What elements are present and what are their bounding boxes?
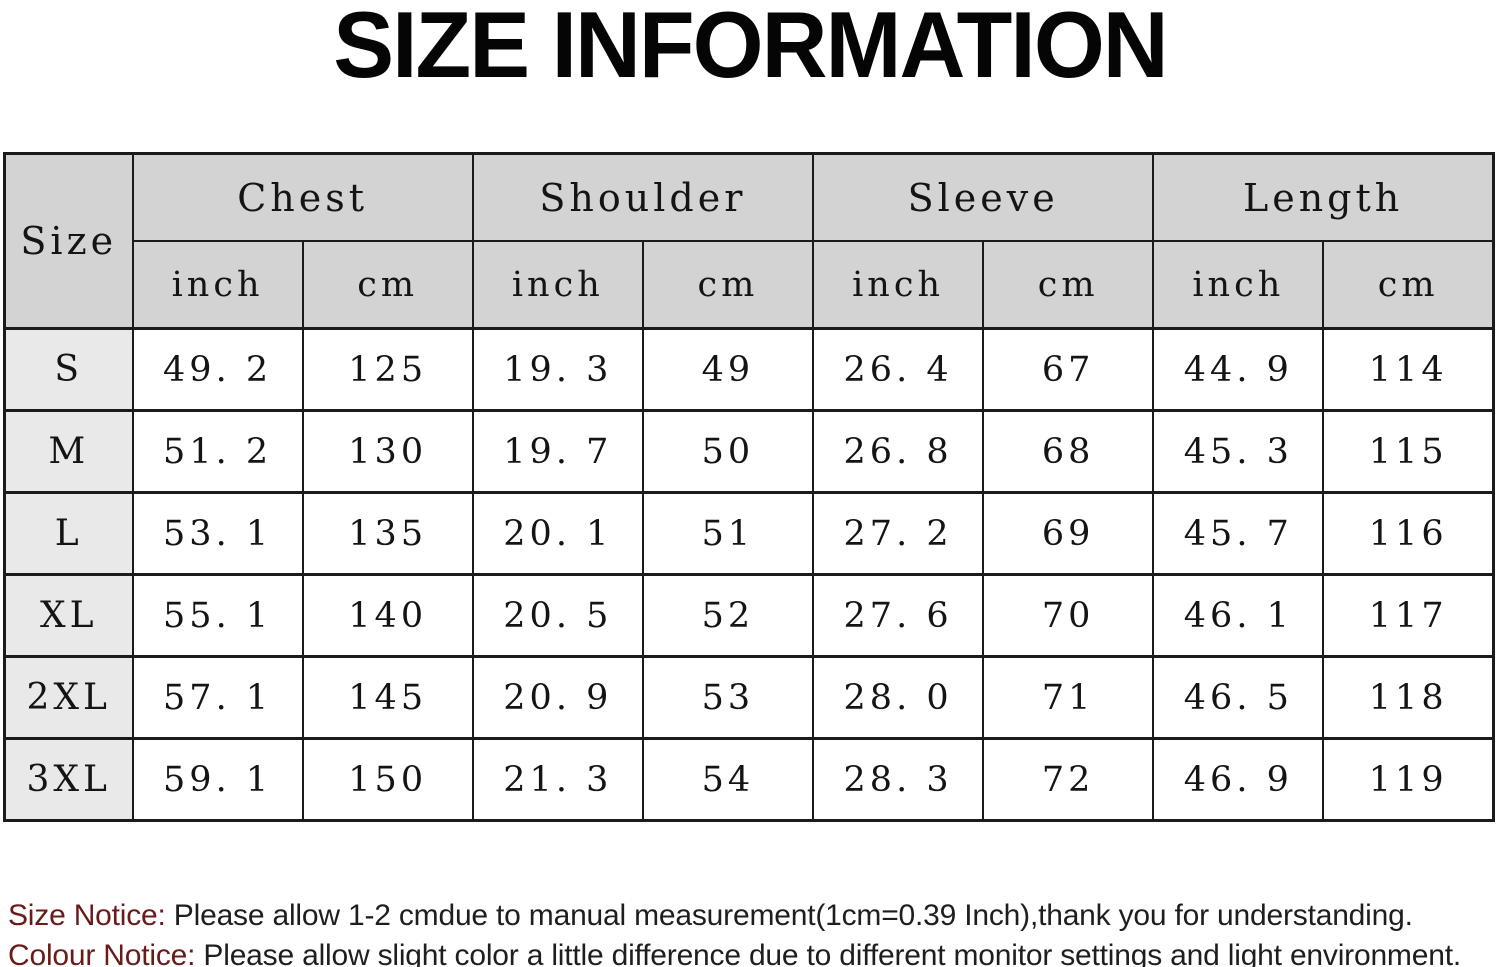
value-cell: 57. 1: [131, 655, 304, 740]
value-cell: 55. 1: [131, 573, 304, 658]
value-cell: 53: [641, 655, 815, 740]
unit-header-sleeve-cm: cm: [982, 240, 1155, 330]
size-cell: S: [3, 327, 134, 412]
notice-line-size: Size Notice: Please allow 1-2 cmdue to m…: [8, 896, 1500, 936]
unit-header-shoulder-inch: inch: [471, 240, 644, 330]
value-cell: 54: [641, 737, 815, 822]
value-cell: 145: [301, 655, 474, 740]
table-row: S 49. 2 125 19. 3 49 26. 4 67 44. 9 114: [3, 327, 1495, 412]
size-cell: M: [3, 409, 134, 494]
value-cell: 67: [982, 327, 1155, 412]
notice-line-colour: Colour Notice: Please allow slight color…: [8, 936, 1500, 967]
group-header-length: Length: [1152, 152, 1495, 242]
size-cell: 2XL: [3, 655, 134, 740]
unit-header-chest-inch: inch: [131, 240, 304, 330]
value-cell: 44. 9: [1152, 327, 1325, 412]
size-column-header: Size: [3, 152, 134, 330]
value-cell: 116: [1322, 491, 1495, 576]
value-cell: 118: [1322, 655, 1495, 740]
value-cell: 45. 7: [1152, 491, 1325, 576]
value-cell: 20. 1: [471, 491, 644, 576]
value-cell: 119: [1322, 737, 1495, 822]
value-cell: 28. 3: [811, 737, 985, 822]
value-cell: 140: [301, 573, 474, 658]
group-header-chest: Chest: [131, 152, 474, 242]
size-cell: XL: [3, 573, 134, 658]
value-cell: 26. 8: [811, 409, 985, 494]
table-row: XL 55. 1 140 20. 5 52 27. 6 70 46. 1 117: [3, 573, 1495, 658]
value-cell: 70: [982, 573, 1155, 658]
value-cell: 27. 6: [811, 573, 985, 658]
value-cell: 46. 9: [1152, 737, 1325, 822]
value-cell: 19. 7: [471, 409, 644, 494]
table-row: M 51. 2 130 19. 7 50 26. 8 68 45. 3 115: [3, 409, 1495, 494]
value-cell: 49. 2: [131, 327, 304, 412]
value-cell: 71: [982, 655, 1155, 740]
value-cell: 50: [641, 409, 815, 494]
unit-header-sleeve-inch: inch: [811, 240, 985, 330]
size-notice-label: Size Notice:: [8, 899, 166, 932]
table-row: L 53. 1 135 20. 1 51 27. 2 69 45. 7 116: [3, 491, 1495, 576]
value-cell: 51. 2: [131, 409, 304, 494]
size-cell: L: [3, 491, 134, 576]
value-cell: 51: [641, 491, 815, 576]
colour-notice-text: Please allow slight color a little diffe…: [195, 939, 1461, 967]
value-cell: 28. 0: [811, 655, 985, 740]
unit-header-row: inch cm inch cm inch cm inch cm: [5, 240, 1495, 330]
value-cell: 20. 9: [471, 655, 644, 740]
group-header-sleeve: Sleeve: [811, 152, 1155, 242]
value-cell: 45. 3: [1152, 409, 1325, 494]
colour-notice-label: Colour Notice:: [8, 939, 196, 967]
value-cell: 114: [1322, 327, 1495, 412]
size-table: Size Chest Shoulder Sleeve Length inch c…: [3, 152, 1495, 822]
unit-header-chest-cm: cm: [301, 240, 474, 330]
group-header-shoulder: Shoulder: [471, 152, 815, 242]
value-cell: 59. 1: [131, 737, 304, 822]
value-cell: 46. 1: [1152, 573, 1325, 658]
value-cell: 69: [982, 491, 1155, 576]
value-cell: 130: [301, 409, 474, 494]
unit-header-length-inch: inch: [1152, 240, 1325, 330]
value-cell: 53. 1: [131, 491, 304, 576]
unit-header-length-cm: cm: [1322, 240, 1495, 330]
table-header: Size Chest Shoulder Sleeve Length inch c…: [3, 152, 1495, 330]
value-cell: 117: [1322, 573, 1495, 658]
value-cell: 150: [301, 737, 474, 822]
table-row: 2XL 57. 1 145 20. 9 53 28. 0 71 46. 5 11…: [3, 655, 1495, 740]
size-notice-text: Please allow 1-2 cmdue to manual measure…: [165, 899, 1413, 932]
value-cell: 135: [301, 491, 474, 576]
value-cell: 21. 3: [471, 737, 644, 822]
unit-header-shoulder-cm: cm: [641, 240, 815, 330]
value-cell: 19. 3: [471, 327, 644, 412]
value-cell: 26. 4: [811, 327, 985, 412]
table-body: S 49. 2 125 19. 3 49 26. 4 67 44. 9 114 …: [3, 327, 1495, 822]
notices: Size Notice: Please allow 1-2 cmdue to m…: [8, 896, 1500, 967]
value-cell: 125: [301, 327, 474, 412]
value-cell: 72: [982, 737, 1155, 822]
page-title: SIZE INFORMATION: [333, 0, 1168, 97]
value-cell: 46. 5: [1152, 655, 1325, 740]
value-cell: 27. 2: [811, 491, 985, 576]
value-cell: 52: [641, 573, 815, 658]
size-cell: 3XL: [3, 737, 134, 822]
value-cell: 49: [641, 327, 815, 412]
value-cell: 20. 5: [471, 573, 644, 658]
value-cell: 115: [1322, 409, 1495, 494]
value-cell: 68: [982, 409, 1155, 494]
table-row: 3XL 59. 1 150 21. 3 54 28. 3 72 46. 9 11…: [3, 737, 1495, 822]
group-header-row: Size Chest Shoulder Sleeve Length: [3, 152, 1495, 330]
